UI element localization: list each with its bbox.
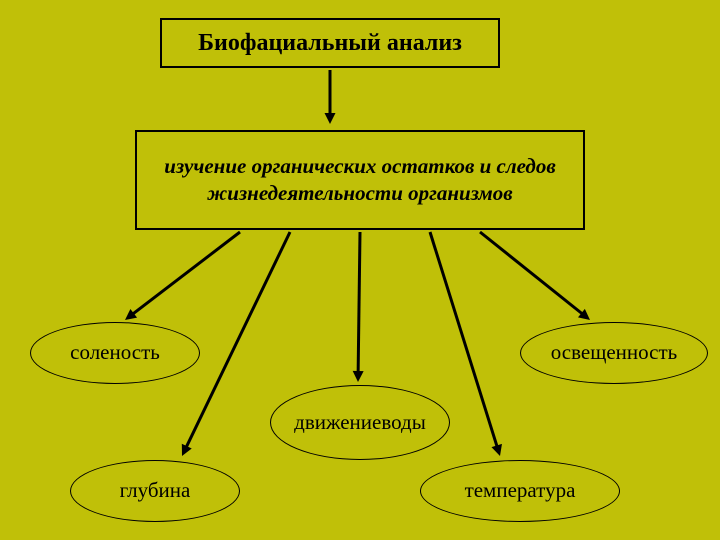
ellipse-label: движение xyxy=(294,410,381,435)
ellipse-label: температура xyxy=(465,478,576,503)
ellipse-water-motion: движениеводы xyxy=(270,385,450,460)
ellipse-label: соленость xyxy=(70,340,160,365)
description-box: изучение органических остатков и следов … xyxy=(135,130,585,230)
ellipse-label: воды xyxy=(381,410,425,435)
ellipse-temperature: температура xyxy=(420,460,620,522)
ellipse-label: глубина xyxy=(120,478,191,503)
ellipse-illumination: освещенность xyxy=(520,322,708,384)
ellipse-depth: глубина xyxy=(70,460,240,522)
ellipse-salinity: соленость xyxy=(30,322,200,384)
ellipse-label: освещенность xyxy=(551,340,678,365)
description-text: изучение органических остатков и следов … xyxy=(145,153,575,208)
title-box: Биофациальный анализ xyxy=(160,18,500,68)
title-text: Биофациальный анализ xyxy=(198,30,462,57)
